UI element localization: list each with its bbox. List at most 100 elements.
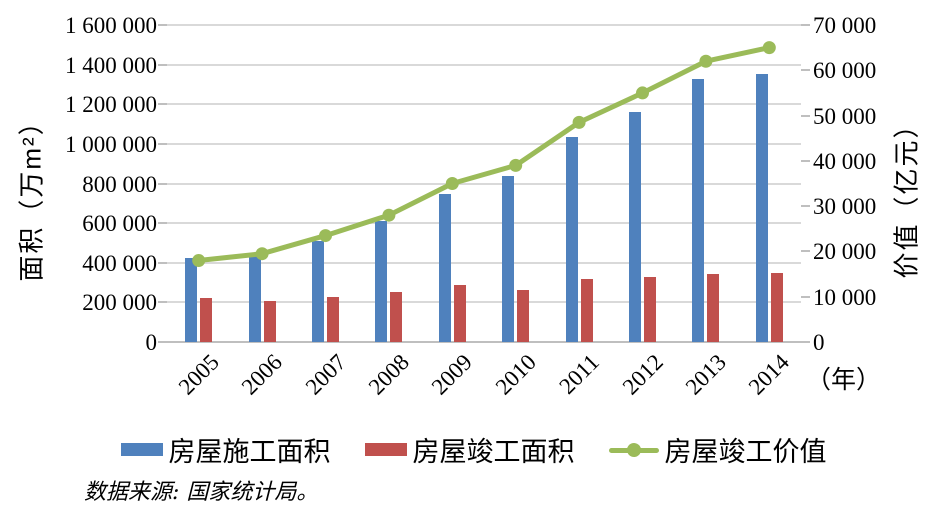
bar-房屋竣工面积-2009 [453,284,466,342]
bar-房屋施工面积-2008 [375,221,388,342]
line-marker-icon [192,253,206,267]
line-marker-icon [382,208,396,222]
left-axis-tick-label: 600 000 [82,211,157,237]
legend-item-completed-value: 房屋竣工价值 [608,430,827,469]
right-axis-title: 价值（亿元） [891,110,922,279]
bar-房屋施工面积-2012 [629,112,641,342]
line-marker-icon [445,177,459,190]
line-marker-icon [572,115,586,129]
gridline [167,261,801,264]
x-axis-tick-label: 2013 [680,349,731,400]
legend-label-completed-value: 房屋竣工价值 [664,437,827,467]
line-stroke [198,45,770,263]
gridline [167,182,801,185]
line-series-房屋竣工价值 [192,41,776,267]
legend-label-completed-area: 房屋竣工面积 [412,437,575,467]
right-axis-tick-label: 50 000 [813,103,877,129]
bar-房屋施工面积-2010 [502,175,515,342]
right-axis-tick [801,69,810,72]
x-axis-tick-label: 2008 [363,349,414,400]
line-marker-icon [762,41,776,55]
right-axis-tick [801,114,810,117]
right-axis-tick [801,24,810,26]
left-axis-tick-label: 0 [145,330,158,355]
left-axis-tick-label: 200 000 [82,290,157,316]
left-axis-tick-label: 400 000 [82,250,157,276]
x-axis-tick-label: 2011 [554,349,605,399]
x-axis-tick-label: 2010 [490,349,541,400]
right-axis-tick-label: 30 000 [813,194,877,220]
right-axis-tick [801,295,810,298]
left-axis-tick-label: 800 000 [82,171,157,197]
gridline [167,142,801,145]
bar-房屋施工面积-2005 [185,257,198,342]
bar-房屋施工面积-2009 [438,194,451,342]
right-axis-tick-label: 10 000 [813,284,877,310]
right-axis-tick [801,159,810,162]
bar-房屋施工面积-2007 [312,240,324,342]
bar-房屋竣工面积-2012 [644,276,656,342]
left-axis-tick [158,103,167,106]
right-axis-tick [801,341,810,343]
legend-swatch-red-bar-icon [364,443,407,456]
left-axis-tick [158,142,167,145]
right-axis-tick-label: 60 000 [813,58,877,84]
right-axis-tick [801,250,810,253]
gridline [167,24,801,26]
gridline [167,103,801,106]
bar-房屋竣工面积-2006 [263,301,276,342]
x-axis-tick-label: 2006 [236,349,288,400]
left-axis-tick [158,24,167,26]
source-note: 数据来源: 国家统计局。 [84,480,319,505]
right-axis-tick [801,205,810,208]
right-axis-tick-label: 40 000 [813,148,877,174]
bar-房屋施工面积-2006 [248,255,261,342]
legend-swatch-green-line-marker-icon [608,442,659,458]
bar-房屋竣工面积-2007 [327,297,339,342]
left-axis-tick-label: 1 400 000 [65,52,157,78]
right-axis-tick-label: 70 000 [813,13,877,38]
x-axis-tick-label: 2014 [744,349,795,400]
left-axis-tick [158,261,167,264]
bar-房屋竣工面积-2005 [200,298,213,342]
x-axis-unit-label: （年） [806,367,882,394]
plot-area [167,24,801,343]
bar-房屋施工面积-2013 [692,78,705,342]
x-axis-tick-label: 2009 [427,349,478,400]
legend-swatch-blue-bar-icon [120,443,163,456]
left-axis-tick-label: 1 600 000 [65,13,157,38]
legend: 房屋施工面积 房屋竣工面积 房屋竣工价值 [0,430,947,469]
left-axis-tick [158,182,167,185]
right-axis-tick-label: 20 000 [813,239,877,265]
gridline [167,301,801,304]
bar-房屋竣工面积-2011 [580,278,593,342]
bar-房屋施工面积-2011 [565,136,578,342]
gridline [167,63,801,66]
right-axis-tick-label: 0 [813,330,825,355]
line-marker-icon [319,229,332,243]
left-axis-tick [158,341,167,343]
legend-label-construction-area: 房屋施工面积 [168,437,331,467]
bar-房屋竣工面积-2010 [517,289,530,342]
line-marker-icon [255,247,269,261]
left-axis-tick-label: 1 200 000 [65,92,157,118]
left-axis-tick [158,301,167,304]
x-axis-tick-label: 2007 [300,349,351,400]
left-axis-tick [158,222,167,225]
line-marker-icon [636,86,649,100]
left-axis-tick [158,63,167,66]
bar-房屋竣工面积-2014 [770,272,783,342]
legend-item-completed-area: 房屋竣工面积 [364,430,575,469]
bar-房屋施工面积-2014 [755,73,768,342]
x-axis-tick-label: 2005 [173,349,224,400]
left-axis-title: 面积（万m²） [16,107,47,282]
line-marker-icon [509,158,523,172]
bar-房屋竣工面积-2013 [707,273,720,342]
bar-房屋竣工面积-2008 [390,292,403,342]
line-marker-icon [699,54,713,68]
legend-item-construction-area: 房屋施工面积 [120,430,331,469]
gridline [167,222,801,225]
gridline [167,341,801,343]
left-axis-tick-label: 1 000 000 [65,131,157,157]
